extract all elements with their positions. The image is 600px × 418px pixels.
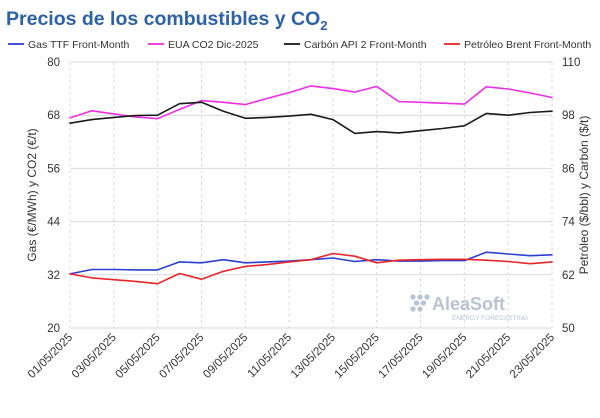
- left-tick-label: 68: [47, 110, 60, 122]
- legend-entry: Petróleo Brent Front-Month: [464, 39, 591, 51]
- right-tick-label: 74: [562, 217, 575, 229]
- right-tick-label: 110: [562, 57, 580, 69]
- legend-entry: Carbón API 2 Front-Month: [304, 39, 427, 51]
- legend-entry: EUA CO2 Dic-2025: [168, 39, 259, 51]
- x-axis-ticks: 01/05/202503/05/202505/05/202507/05/2025…: [26, 332, 557, 381]
- x-tick-label: 13/05/2025: [289, 332, 338, 381]
- x-tick-label: 05/05/2025: [114, 332, 163, 381]
- x-tick-label: 07/05/2025: [157, 332, 206, 381]
- right-axis-ticks: 50 62 74 86 98 110: [562, 57, 580, 335]
- left-tick-label: 80: [47, 57, 60, 69]
- right-tick-label: 86: [562, 163, 575, 175]
- x-tick-label: 21/05/2025: [464, 332, 513, 381]
- right-axis-title: Petróleo ($/bbl) y Carbón ($/t): [577, 116, 591, 275]
- watermark-brand: AleaSoft: [432, 294, 505, 314]
- grid: [69, 61, 553, 329]
- right-tick-label: 50: [562, 323, 575, 335]
- left-tick-label: 20: [47, 323, 60, 335]
- x-tick-label: 03/05/2025: [70, 332, 119, 381]
- left-tick-label: 56: [47, 163, 60, 175]
- aleasoft-logo-icon: [410, 294, 430, 312]
- legend-entry: Gas TTF Front-Month: [28, 39, 129, 51]
- series-line-3: [69, 101, 553, 135]
- series-line-2: [69, 85, 553, 120]
- left-tick-label: 32: [47, 270, 60, 282]
- aleasoft-watermark: AleaSoft ENERGY FORECASTING: [410, 294, 528, 322]
- left-axis-title: Gas (€/MWh) y CO2 (€/t): [25, 128, 39, 261]
- chart-title: Precios de los combustibles y CO2: [6, 8, 328, 33]
- left-tick-label: 44: [47, 217, 60, 229]
- x-tick-label: 17/05/2025: [376, 332, 425, 381]
- legend: Gas TTF Front-Month EUA CO2 Dic-2025 Carbó…: [8, 39, 591, 51]
- x-tick-label: 11/05/2025: [246, 332, 295, 381]
- series-line-1: [69, 251, 553, 275]
- left-axis-ticks: 20 32 44 56 68 80: [47, 57, 60, 335]
- x-tick-label: 23/05/2025: [508, 332, 557, 381]
- x-tick-label: 15/05/2025: [333, 332, 382, 381]
- series-line-4: [69, 252, 553, 285]
- watermark-sub: ENERGY FORECASTING: [452, 315, 528, 322]
- series-lines: [69, 85, 553, 285]
- x-tick-label: 09/05/2025: [201, 332, 250, 381]
- x-tick-label: 19/05/2025: [420, 332, 469, 381]
- x-tick-label: 01/05/2025: [26, 332, 75, 381]
- right-tick-label: 98: [562, 110, 575, 122]
- right-tick-label: 62: [562, 270, 575, 282]
